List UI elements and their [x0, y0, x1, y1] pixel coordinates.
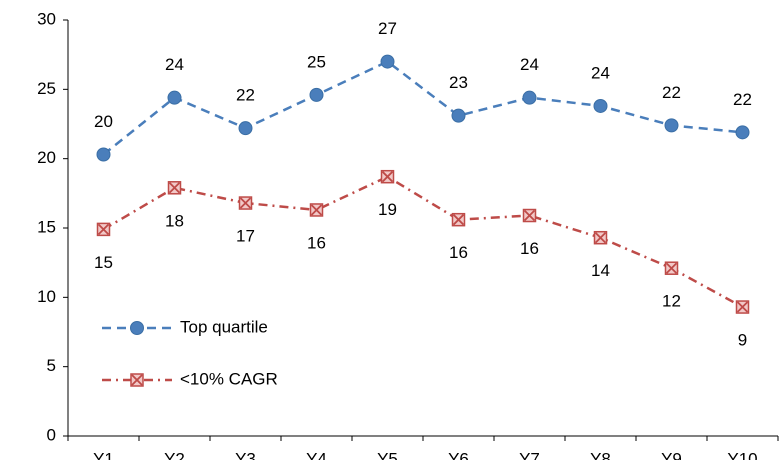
- y-tick-label: 15: [37, 217, 56, 236]
- point-cross: [310, 204, 323, 216]
- data-label: 24: [591, 63, 610, 82]
- x-tick-label: Y6: [448, 449, 469, 460]
- y-tick-label: 30: [37, 9, 56, 28]
- point-cross: [665, 262, 678, 274]
- data-label: 24: [165, 55, 184, 74]
- x-tick-label: Y4: [306, 449, 327, 460]
- point: [167, 181, 182, 195]
- point-cross: [523, 209, 536, 222]
- series-line: [102, 175, 744, 309]
- data-label: 22: [662, 83, 681, 102]
- x-tick-label: Y2: [164, 449, 185, 460]
- point-cross: [131, 374, 143, 386]
- data-label: 18: [165, 211, 184, 230]
- point: [380, 54, 395, 69]
- point: [238, 196, 253, 210]
- data-label: 20: [94, 112, 113, 131]
- point-cross: [97, 223, 110, 236]
- x-tick-label: Y9: [661, 449, 682, 460]
- data-label: 9: [738, 331, 747, 350]
- data-label: 22: [236, 86, 255, 105]
- point: [664, 261, 679, 275]
- x-tick-label: Y10: [727, 449, 757, 460]
- point: [735, 125, 750, 140]
- y-tick-label: 25: [37, 79, 56, 98]
- x-tick-label: Y7: [519, 449, 540, 460]
- x-tick-label: Y1: [93, 449, 114, 460]
- data-label: 17: [236, 227, 255, 246]
- data-label: 25: [307, 52, 326, 71]
- point: [664, 118, 679, 133]
- point: [167, 90, 182, 105]
- point: [593, 230, 608, 245]
- data-label: 24: [520, 55, 539, 74]
- data-label: 16: [520, 239, 539, 258]
- data-label: 22: [733, 90, 752, 109]
- point: [522, 90, 537, 105]
- data-label: 27: [378, 19, 397, 38]
- point-cross: [452, 214, 465, 226]
- point-cross: [594, 232, 607, 244]
- point: [451, 108, 466, 123]
- point: [309, 87, 324, 102]
- x-tick-label: Y3: [235, 449, 256, 460]
- point: [96, 147, 111, 162]
- point-cross: [168, 182, 181, 194]
- data-label: 12: [662, 292, 681, 311]
- point-cross: [239, 197, 252, 209]
- data-label: 16: [449, 243, 468, 262]
- legend-label: Top quartile: [180, 317, 268, 336]
- point: [130, 321, 144, 335]
- data-label: 15: [94, 253, 113, 272]
- data-label: 14: [591, 261, 610, 280]
- point: [735, 300, 750, 314]
- point-cross: [736, 301, 749, 313]
- series-line: [102, 60, 743, 156]
- y-tick-label: 10: [37, 287, 56, 306]
- point: [130, 373, 144, 387]
- data-label: 23: [449, 73, 468, 92]
- data-label: 16: [307, 233, 326, 252]
- x-tick-label: Y8: [590, 449, 611, 460]
- data-label: 19: [378, 200, 397, 219]
- point: [96, 222, 111, 237]
- y-tick-label: 20: [37, 148, 56, 167]
- point: [309, 203, 324, 217]
- legend-label: <10% CAGR: [180, 369, 278, 388]
- point-cross: [381, 171, 394, 183]
- x-tick-label: Y5: [377, 449, 398, 460]
- point: [451, 212, 466, 227]
- point: [522, 208, 537, 223]
- point: [380, 169, 395, 184]
- point: [238, 121, 253, 136]
- y-tick-label: 5: [47, 356, 56, 375]
- point: [593, 98, 608, 113]
- y-tick-label: 0: [47, 425, 56, 444]
